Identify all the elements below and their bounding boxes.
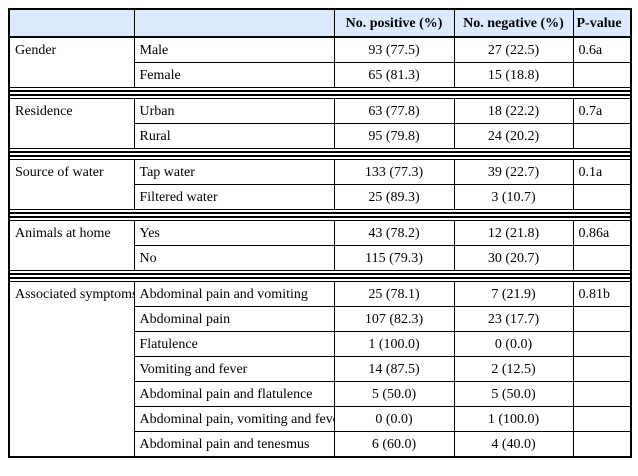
category-cell: Rural bbox=[133, 123, 335, 149]
positive-cell: 63 (77.8) bbox=[333, 98, 455, 124]
double-line bbox=[10, 90, 630, 96]
category-cell: Vomiting and fever bbox=[133, 356, 335, 382]
positive-cell: 93 (77.5) bbox=[333, 36, 455, 63]
category-cell: Abdominal pain and tenesmus bbox=[133, 431, 335, 458]
pvalue-cell bbox=[572, 123, 632, 149]
table-row: Abdominal pain 107 (82.3) 23 (17.7) bbox=[9, 306, 632, 332]
negative-cell: 24 (20.2) bbox=[453, 123, 574, 149]
double-line bbox=[10, 151, 630, 157]
table-row: Associated symptoms Abdominal pain and v… bbox=[8, 281, 632, 458]
table-row: Source of water Tap water 133 (77.3) 39 … bbox=[8, 159, 632, 210]
pvalue-cell bbox=[572, 245, 632, 271]
pvalue-cell: 0.6a bbox=[572, 36, 632, 63]
double-line bbox=[10, 212, 630, 218]
category-cell: Female bbox=[133, 62, 335, 88]
positive-cell: 107 (82.3) bbox=[333, 306, 455, 332]
group-separator bbox=[9, 148, 631, 160]
group-separator bbox=[9, 209, 631, 221]
positive-cell: 95 (79.8) bbox=[333, 123, 455, 149]
negative-cell: 30 (20.7) bbox=[453, 245, 574, 271]
group-label-residence: Residence bbox=[8, 98, 135, 149]
group-separator bbox=[9, 270, 631, 282]
category-cell: Filtered water bbox=[133, 184, 335, 210]
header-positive: No. positive (%) bbox=[333, 8, 455, 38]
table-row: Animals at home Yes 43 (78.2) 12 (21.8) … bbox=[8, 220, 632, 271]
negative-cell: 27 (22.5) bbox=[453, 36, 574, 63]
pvalue-cell: 0.81b bbox=[572, 281, 632, 307]
pvalue-cell bbox=[572, 381, 632, 407]
group-label-gender: Gender bbox=[8, 36, 135, 88]
header-category bbox=[133, 8, 335, 38]
table-row: Abdominal pain and tenesmus 6 (60.0) 4 (… bbox=[9, 431, 632, 458]
negative-cell: 23 (17.7) bbox=[453, 306, 574, 332]
table-row: Rural 95 (79.8) 24 (20.2) bbox=[9, 123, 632, 149]
pvalue-cell bbox=[572, 184, 632, 210]
pvalue-cell: 0.1a bbox=[572, 159, 632, 185]
table-row: No 115 (79.3) 30 (20.7) bbox=[9, 245, 632, 271]
pvalue-cell bbox=[572, 406, 632, 432]
category-cell: Abdominal pain, vomiting and fever bbox=[133, 406, 335, 432]
category-cell: Tap water bbox=[133, 159, 335, 185]
positive-cell: 14 (87.5) bbox=[333, 356, 455, 382]
table-row: Flatulence 1 (100.0) 0 (0.0) bbox=[9, 331, 632, 357]
group-label-animals-at-home: Animals at home bbox=[8, 220, 135, 271]
pvalue-cell bbox=[572, 431, 632, 458]
table-row: Female 65 (81.3) 15 (18.8) bbox=[9, 62, 632, 88]
category-cell: Urban bbox=[133, 98, 335, 124]
group-separator bbox=[9, 87, 631, 99]
positive-cell: 65 (81.3) bbox=[333, 62, 455, 88]
group-label-source-of-water: Source of water bbox=[8, 159, 135, 210]
pvalue-cell: 0.7a bbox=[572, 98, 632, 124]
pvalue-cell bbox=[572, 306, 632, 332]
statistics-table: No. positive (%) No. negative (%) P-valu… bbox=[8, 8, 632, 458]
category-cell: Abdominal pain and flatulence bbox=[133, 381, 335, 407]
negative-cell: 1 (100.0) bbox=[453, 406, 574, 432]
positive-cell: 25 (89.3) bbox=[333, 184, 455, 210]
positive-cell: 115 (79.3) bbox=[333, 245, 455, 271]
positive-cell: 133 (77.3) bbox=[333, 159, 455, 185]
negative-cell: 15 (18.8) bbox=[453, 62, 574, 88]
header-row: No. positive (%) No. negative (%) P-valu… bbox=[8, 8, 632, 38]
negative-cell: 3 (10.7) bbox=[453, 184, 574, 210]
table-row: Abdominal pain and flatulence 5 (50.0) 5… bbox=[9, 381, 632, 407]
header-group bbox=[8, 8, 135, 38]
pvalue-cell bbox=[572, 331, 632, 357]
pvalue-cell bbox=[572, 62, 632, 88]
table-row: Gender Male 93 (77.5) 27 (22.5) 0.6a bbox=[8, 36, 632, 88]
header-pvalue: P-value bbox=[572, 8, 632, 38]
category-cell: Yes bbox=[133, 220, 335, 246]
category-cell: Abdominal pain and vomiting bbox=[133, 281, 335, 307]
table-row: Residence Urban 63 (77.8) 18 (22.2) 0.7a bbox=[8, 98, 632, 149]
negative-cell: 12 (21.8) bbox=[453, 220, 574, 246]
positive-cell: 6 (60.0) bbox=[333, 431, 455, 458]
negative-cell: 2 (12.5) bbox=[453, 356, 574, 382]
positive-cell: 0 (0.0) bbox=[333, 406, 455, 432]
category-cell: Flatulence bbox=[133, 331, 335, 357]
positive-cell: 25 (78.1) bbox=[333, 281, 455, 307]
header-negative: No. negative (%) bbox=[453, 8, 574, 38]
negative-cell: 39 (22.7) bbox=[453, 159, 574, 185]
negative-cell: 5 (50.0) bbox=[453, 381, 574, 407]
negative-cell: 7 (21.9) bbox=[453, 281, 574, 307]
negative-cell: 0 (0.0) bbox=[453, 331, 574, 357]
positive-cell: 1 (100.0) bbox=[333, 331, 455, 357]
positive-cell: 5 (50.0) bbox=[333, 381, 455, 407]
table-row: Abdominal pain, vomiting and fever 0 (0.… bbox=[9, 406, 632, 432]
pvalue-cell: 0.86a bbox=[572, 220, 632, 246]
double-line bbox=[10, 273, 630, 279]
pvalue-cell bbox=[572, 356, 632, 382]
negative-cell: 18 (22.2) bbox=[453, 98, 574, 124]
positive-cell: 43 (78.2) bbox=[333, 220, 455, 246]
group-label-associated-symptoms: Associated symptoms bbox=[8, 281, 135, 458]
negative-cell: 4 (40.0) bbox=[453, 431, 574, 458]
category-cell: Abdominal pain bbox=[133, 306, 335, 332]
table-row: Filtered water 25 (89.3) 3 (10.7) bbox=[9, 184, 632, 210]
category-cell: No bbox=[133, 245, 335, 271]
category-cell: Male bbox=[133, 36, 335, 63]
